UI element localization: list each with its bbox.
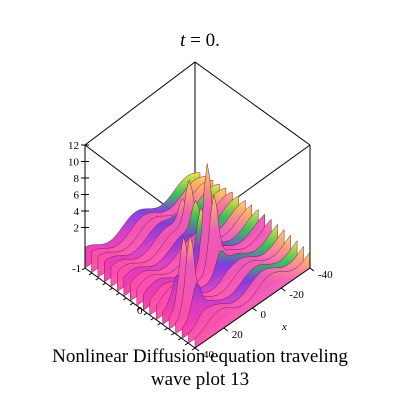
x-tick-mark [194, 347, 200, 352]
y-tick-mark [150, 317, 155, 321]
y-tick-mark [164, 327, 168, 331]
x-tick-label: 20 [232, 329, 244, 341]
y-tick-label: -1 [72, 263, 81, 275]
y-axis: -1 0 [72, 263, 196, 351]
z-tick-label: 4 [74, 206, 80, 218]
y-tick-mark [171, 332, 175, 336]
figure-caption: Nonlinear Diffusion equation traveling w… [0, 345, 400, 391]
y-tick-mark [116, 292, 120, 296]
z-axis: 2 4 6 8 10 12 [68, 140, 89, 244]
y-tick-mark [95, 277, 100, 281]
x-tick-label: -20 [289, 289, 304, 301]
y-tick-mark [177, 337, 182, 341]
x-tick-mark [252, 307, 257, 312]
z-tick-label: 2 [74, 223, 80, 235]
surface-ridge [194, 251, 311, 349]
y-tick-mark [191, 347, 196, 351]
caption-line-2: wave plot 13 [150, 369, 250, 390]
z-tick-label: 8 [74, 173, 80, 185]
y-tick-mark [122, 297, 127, 301]
y-tick-mark [157, 322, 161, 326]
y-tick-mark [81, 267, 86, 271]
surface-ridge [149, 163, 265, 316]
y-tick-mark [129, 302, 134, 306]
y-tick-mark [143, 312, 148, 316]
surface-mesh [84, 163, 311, 349]
x-axis-label: x [281, 321, 287, 333]
x-tick-label: 0 [261, 309, 267, 321]
x-tick-mark [223, 327, 229, 332]
x-tick-mark [309, 267, 315, 272]
z-tick-label: 6 [74, 190, 80, 202]
title-variable: t [180, 30, 186, 51]
y-tick-mark [136, 307, 141, 311]
z-tick-label: 10 [68, 157, 80, 169]
x-tick-label: -40 [318, 269, 333, 281]
y-tick-mark [109, 287, 113, 291]
y-tick-mark [102, 282, 106, 286]
x-tick-mark [280, 287, 286, 292]
title-value: 0. [205, 30, 220, 51]
y-tick-mark [88, 272, 93, 276]
plot-title: t = 0. [180, 30, 220, 51]
x-axis: -40 -20 0 20 40 [194, 267, 333, 361]
x-tick-label: 40 [203, 349, 215, 361]
y-tick-label: 0 [137, 305, 143, 317]
caption-line-1: Nonlinear Diffusion equation traveling [52, 346, 348, 367]
z-tick-label: 12 [68, 140, 79, 152]
y-tick-mark [184, 342, 189, 346]
